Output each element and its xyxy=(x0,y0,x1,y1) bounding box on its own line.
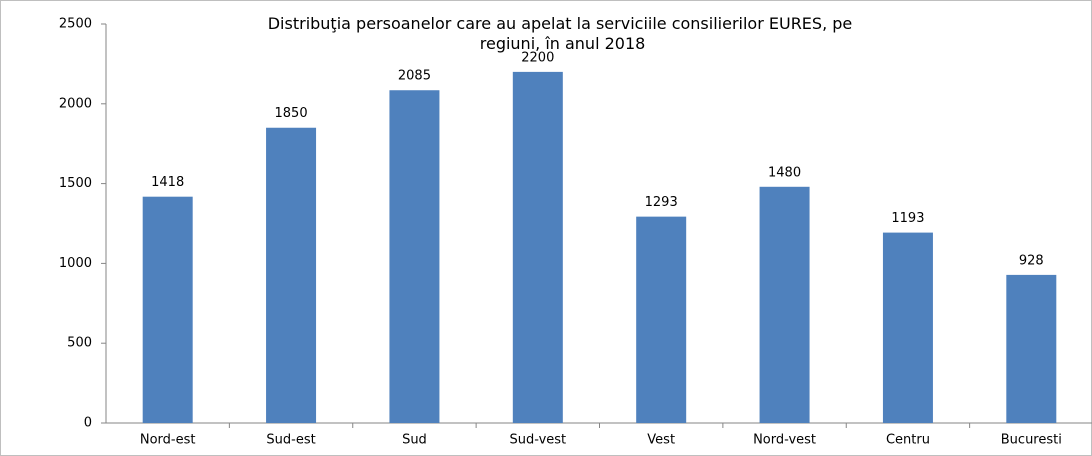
y-tick-label: 1500 xyxy=(59,176,92,191)
x-tick-label: Sud xyxy=(402,433,427,448)
x-tick-label: Sud-est xyxy=(266,433,315,448)
bar xyxy=(389,90,440,423)
y-tick-label: 500 xyxy=(67,336,92,351)
y-tick-label: 2500 xyxy=(59,17,92,32)
x-tick-label: Bucuresti xyxy=(1001,433,1062,448)
bar xyxy=(636,216,687,423)
bar xyxy=(1006,274,1057,423)
data-label: 2085 xyxy=(398,69,431,84)
y-tick-label: 2000 xyxy=(59,96,92,111)
x-tick-label: Centru xyxy=(886,433,930,448)
chart-title: Distribuţia persoanelor care au apelat l… xyxy=(268,14,853,53)
bar xyxy=(142,196,193,423)
bar xyxy=(512,71,563,423)
data-label: 2200 xyxy=(521,50,554,65)
data-label: 1850 xyxy=(275,106,308,121)
y-tick-label: 0 xyxy=(84,416,92,431)
x-tick-label: Nord-vest xyxy=(753,433,816,448)
data-label: 928 xyxy=(1019,253,1044,268)
data-label: 1418 xyxy=(151,175,184,190)
x-tick-label: Nord-est xyxy=(140,433,196,448)
bar xyxy=(266,127,317,424)
data-label: 1193 xyxy=(891,211,924,226)
y-tick-label: 1000 xyxy=(59,256,92,271)
bar xyxy=(759,186,810,423)
data-label: 1480 xyxy=(768,165,801,180)
data-label: 1293 xyxy=(645,195,678,210)
x-tick-label: Vest xyxy=(647,433,675,448)
bar xyxy=(882,232,933,423)
x-tick-label: Sud-vest xyxy=(509,433,566,448)
